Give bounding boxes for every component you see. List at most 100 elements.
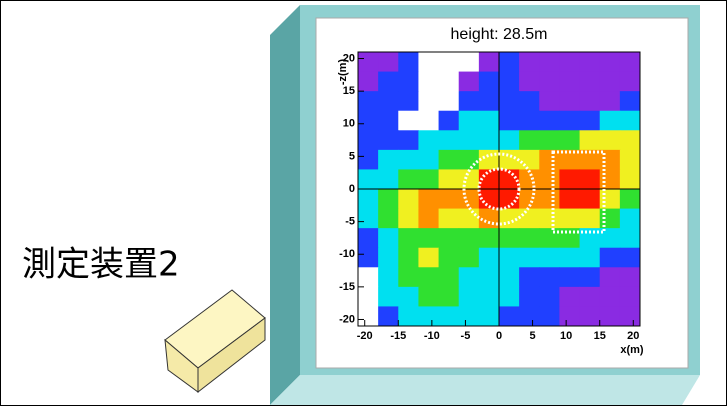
- heat-cell: [418, 52, 440, 73]
- heat-cell: [478, 91, 500, 112]
- heat-cell: [458, 52, 480, 73]
- heat-cell: [579, 110, 601, 131]
- heat-cell: [519, 130, 540, 151]
- heat-cell: [519, 149, 540, 170]
- y-tick-label: 10: [343, 118, 355, 130]
- heat-cell: [519, 169, 540, 190]
- heat-cell: [519, 286, 540, 307]
- heat-cell: [599, 228, 621, 249]
- heat-cell: [398, 208, 419, 229]
- heat-cell: [378, 149, 399, 170]
- heat-cell: [418, 169, 440, 190]
- heat-cell: [579, 267, 601, 288]
- y-label: -z(m): [337, 59, 349, 86]
- heat-cell: [478, 208, 500, 229]
- heat-cell: [358, 130, 379, 151]
- heat-cell: [358, 169, 379, 190]
- heat-cell: [378, 247, 399, 268]
- heat-cell: [499, 149, 520, 170]
- heat-cell: [579, 169, 601, 190]
- heat-cell: [458, 91, 480, 112]
- heat-cell: [499, 91, 520, 112]
- heat-cell: [438, 228, 460, 249]
- heat-cell: [478, 267, 500, 288]
- heat-cell: [579, 228, 601, 249]
- heat-cell: [499, 189, 520, 210]
- heat-cell: [458, 247, 480, 268]
- x-tick-label: 5: [530, 330, 536, 342]
- heat-cell: [378, 110, 399, 131]
- heat-cell: [559, 91, 581, 112]
- heat-cell: [438, 267, 460, 288]
- heat-cell: [619, 247, 641, 268]
- frame-left: [270, 5, 300, 405]
- heat-cell: [418, 130, 440, 151]
- heat-cell: [559, 130, 581, 151]
- heat-cell: [619, 267, 641, 288]
- heat-cell: [579, 52, 601, 73]
- heat-cell: [499, 267, 520, 288]
- heat-cell: [539, 91, 560, 112]
- heat-cell: [539, 52, 560, 73]
- heat-cell: [599, 52, 621, 73]
- heat-cell: [559, 189, 581, 210]
- heat-cell: [438, 208, 460, 229]
- heat-cell: [358, 189, 379, 210]
- x-tick-label: 20: [627, 330, 639, 342]
- heat-cell: [539, 149, 560, 170]
- heat-cell: [458, 189, 480, 210]
- heat-cell: [458, 286, 480, 307]
- annotations: [462, 150, 606, 234]
- heat-cell: [398, 149, 419, 170]
- heat-cell: [358, 91, 379, 112]
- heat-cell: [579, 306, 601, 327]
- heat-cell: [418, 71, 440, 92]
- heat-cell: [398, 71, 419, 92]
- heat-cell: [358, 208, 379, 229]
- heat-cell: [398, 228, 419, 249]
- heat-cell: [378, 228, 399, 249]
- heat-cell: [619, 208, 641, 229]
- heat-cell: [478, 189, 500, 210]
- heat-cell: [619, 169, 641, 190]
- heat-cell: [478, 71, 500, 92]
- heat-cell: [378, 130, 399, 151]
- heat-cell: [579, 130, 601, 151]
- heat-cell: [619, 306, 641, 327]
- heat-cell: [458, 169, 480, 190]
- heat-cell: [559, 208, 581, 229]
- heat-cell: [519, 91, 540, 112]
- heat-cell: [438, 130, 460, 151]
- heat-cell: [478, 286, 500, 307]
- heat-cell: [398, 130, 419, 151]
- heat-cell: [438, 169, 460, 190]
- frame-bottom: [270, 375, 700, 405]
- heat-cell: [539, 267, 560, 288]
- heat-cell: [458, 208, 480, 229]
- heat-cell: [378, 306, 399, 327]
- heat-cell: [619, 149, 641, 170]
- heat-cell: [519, 306, 540, 327]
- heat-cell: [438, 91, 460, 112]
- heat-cell: [579, 149, 601, 170]
- heat-cell: [478, 149, 500, 170]
- heat-cell: [499, 286, 520, 307]
- heat-cell: [579, 208, 601, 229]
- heat-cell: [619, 110, 641, 131]
- heat-cell: [559, 286, 581, 307]
- heat-cell: [559, 110, 581, 131]
- heat-cell: [438, 110, 460, 131]
- heat-cell: [378, 169, 399, 190]
- heat-cell: [519, 71, 540, 92]
- heat-cell: [539, 228, 560, 249]
- heat-cell: [458, 149, 480, 170]
- heat-cell: [398, 286, 419, 307]
- device-label: 測定装置2: [22, 245, 180, 285]
- heat-cell: [579, 71, 601, 92]
- x-tick-label: 10: [560, 330, 572, 342]
- heat-cell: [539, 189, 560, 210]
- y-tick-label: -5: [345, 216, 355, 228]
- heat-cell: [418, 189, 440, 210]
- heat-cell: [539, 286, 560, 307]
- heat-cell: [619, 130, 641, 151]
